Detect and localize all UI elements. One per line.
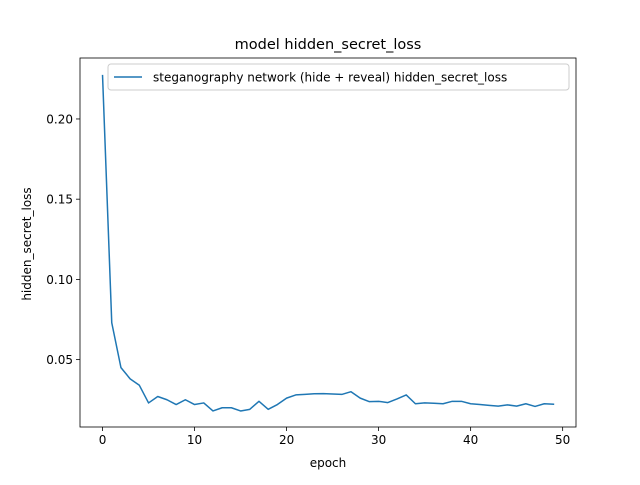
y-axis-label: hidden_secret_loss bbox=[20, 187, 34, 300]
x-axis-label: epoch bbox=[310, 456, 347, 470]
x-tick-label: 20 bbox=[279, 433, 294, 447]
y-tick-label: 0.05 bbox=[46, 353, 73, 367]
x-tick-label: 0 bbox=[99, 433, 107, 447]
plot-area: 0 10 20 30 40 50 0.05 0.10 0.15 0.20 steganography… bbox=[46, 57, 577, 447]
legend-box bbox=[107, 63, 570, 91]
x-tick-label: 10 bbox=[187, 433, 202, 447]
x-tick-label: 40 bbox=[463, 433, 478, 447]
series-line-0 bbox=[101, 74, 555, 412]
x-tick-label: 50 bbox=[555, 433, 570, 447]
axes-frame bbox=[79, 57, 577, 428]
y-tick-label: 0.15 bbox=[46, 193, 73, 207]
legend-label: steganography network (hide + reveal) hi… bbox=[153, 71, 507, 85]
y-tick-label: 0.10 bbox=[46, 273, 73, 287]
y-tick-label: 0.20 bbox=[46, 112, 73, 126]
chart-title: model hidden_secret_loss bbox=[235, 37, 422, 53]
x-tick-label: 30 bbox=[371, 433, 386, 447]
